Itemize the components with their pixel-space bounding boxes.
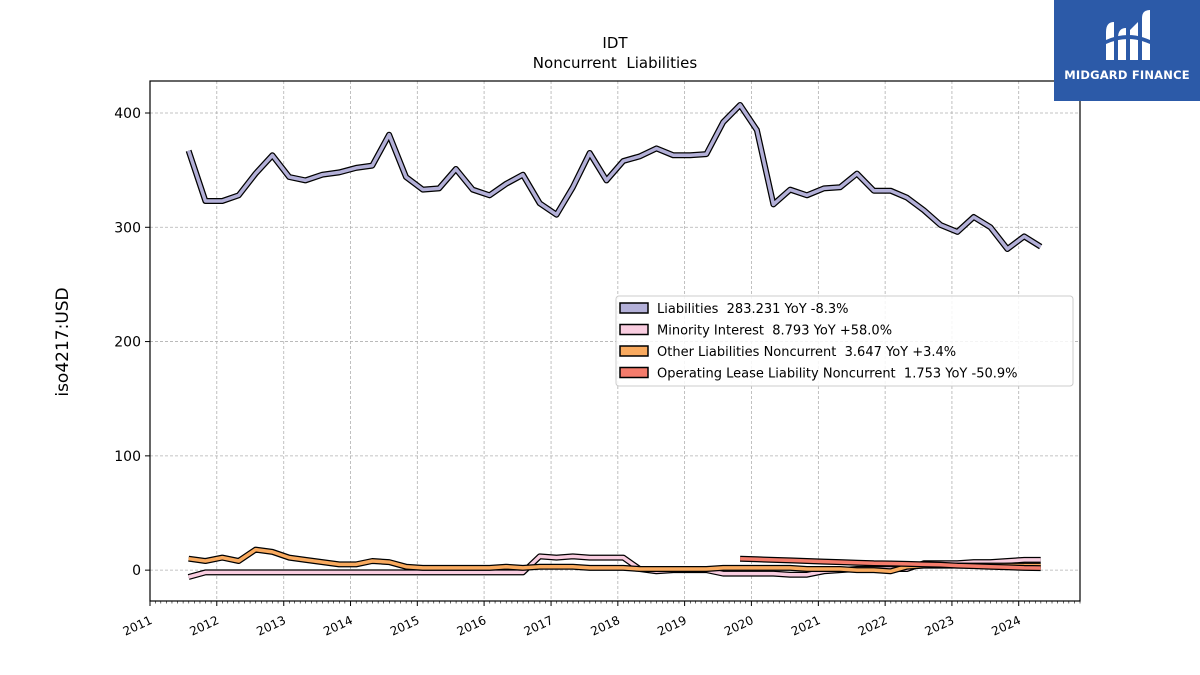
x-tick-label: 2013	[254, 613, 288, 639]
legend: Liabilities 283.231 YoY -8.3% Minority In…	[615, 295, 1074, 387]
midgard-finance-logo: MIDGARD FINANCE	[1054, 0, 1200, 101]
x-tick-label: 2021	[789, 613, 823, 639]
series-line	[188, 547, 1041, 574]
legend-entry-label: Operating Lease Liability Noncurrent 1.7…	[657, 367, 1018, 382]
legend-swatch	[619, 302, 649, 314]
series-line	[740, 556, 1041, 570]
series-liabilities	[185, 102, 1043, 252]
legend-box	[615, 295, 1074, 387]
series-other-liabilities-noncurrent	[188, 546, 1041, 575]
logo-mark-icon	[1106, 10, 1150, 60]
chart-subtitle: Noncurrent Liabilities	[533, 54, 698, 72]
series-layer	[185, 102, 1043, 580]
y-tick-label: 400	[114, 106, 141, 122]
legend-entry-label: Minority Interest 8.793 YoY +58.0%	[657, 324, 892, 339]
y-tick-label: 100	[114, 449, 141, 465]
x-tick-label: 2014	[321, 613, 355, 639]
x-tick-label: 2020	[722, 613, 756, 639]
x-tick-label: 2015	[388, 613, 422, 639]
legend-swatch	[619, 366, 649, 379]
x-tick-label: 2023	[923, 613, 957, 639]
x-tick-label: 2011	[121, 613, 155, 639]
y-tick-label: 0	[132, 563, 141, 579]
legend-swatch	[619, 345, 649, 357]
y-axis-label: iso4217:USD	[53, 287, 73, 396]
x-tick-label: 2019	[655, 613, 689, 639]
x-tick-label: 2018	[589, 613, 623, 639]
y-tick-label: 200	[114, 335, 141, 351]
x-tick-label: 2017	[522, 613, 556, 639]
legend-swatch	[619, 323, 649, 336]
chart-title: IDT	[602, 34, 628, 52]
logo-text: MIDGARD FINANCE	[1064, 68, 1190, 82]
legend-entry-label: Liabilities 283.231 YoY -8.3%	[657, 302, 849, 317]
plot-frame	[149, 80, 1081, 602]
legend-entry-label: Other Liabilities Noncurrent 3.647 YoY +…	[657, 345, 956, 360]
x-tick-label: 2022	[856, 613, 890, 639]
x-tick-label: 2012	[187, 613, 221, 639]
y-tick-label: 300	[114, 220, 141, 236]
x-tick-label: 2024	[989, 613, 1023, 639]
series-operating-lease-liability-noncurrent	[739, 555, 1041, 572]
series-line	[186, 103, 1042, 251]
x-tick-label: 2016	[455, 613, 489, 639]
